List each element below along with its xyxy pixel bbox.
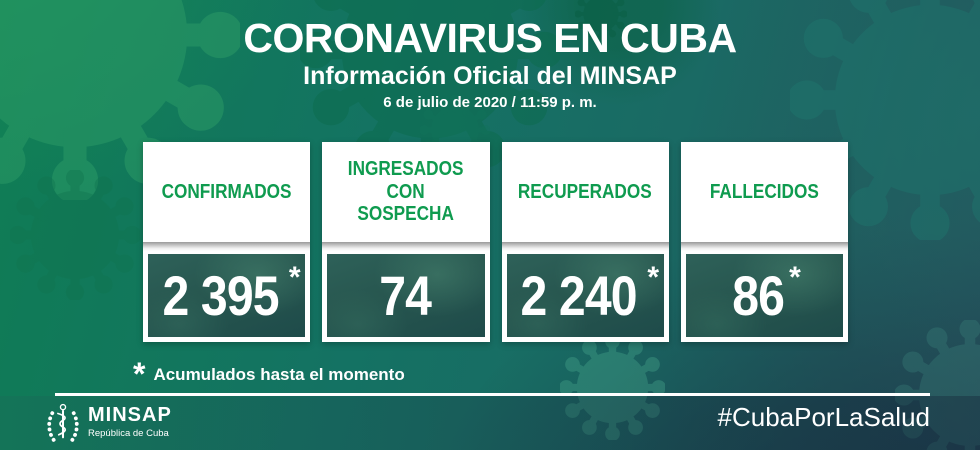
card-curl-shadow — [322, 242, 490, 251]
page-subtitle: Información Oficial del MINSAP — [303, 62, 677, 91]
logo-texts: MINSAP República de Cuba — [88, 405, 172, 439]
stat-value: 2 395 — [162, 264, 279, 327]
card-curl-shadow — [680, 242, 848, 251]
report-date: 6 de julio de 2020 / 11:59 p. m. — [383, 94, 597, 112]
logo-subtitle: República de Cuba — [88, 428, 169, 439]
stat-card-value-box: 2 240 * — [506, 254, 664, 337]
minsap-emblem-icon — [47, 403, 79, 442]
stat-card-label: INGRESADOS CON SOSPECHA — [322, 142, 489, 242]
footer-band — [0, 396, 980, 450]
stat-card-value-box: 74 — [327, 254, 485, 337]
stat-card-label-text: INGRESADOS CON SOSPECHA — [348, 158, 464, 226]
stat-card-confirmados: CONFIRMADOS 2 395 * — [143, 142, 311, 342]
card-curl-shadow — [501, 242, 669, 251]
header: CORONAVIRUS EN CUBA Información Oficial … — [0, 16, 980, 111]
stat-value: 74 — [379, 264, 432, 327]
footnote: * Acumulados hasta el momento — [133, 358, 405, 390]
footnote-text: Acumulados hasta el momento — [153, 365, 405, 384]
stat-value: 86 — [732, 264, 785, 327]
logo-title: MINSAP — [88, 404, 172, 426]
minsap-logo: MINSAP República de Cuba — [46, 400, 172, 444]
stat-card-label-text: FALLECIDOS — [709, 180, 819, 203]
stat-card-recuperados: RECUPERADOS 2 240 * — [501, 142, 669, 342]
stat-card-label-text: RECUPERADOS — [518, 180, 653, 203]
campaign-hashtag: #CubaPorLaSalud — [717, 402, 931, 432]
card-curl-shadow — [143, 242, 311, 251]
stat-value: 2 240 — [520, 264, 638, 327]
page-title: CORONAVIRUS EN CUBA — [243, 15, 737, 61]
stat-card-label: RECUPERADOS — [502, 142, 669, 242]
stat-card-label: CONFIRMADOS — [143, 142, 310, 242]
stat-card-value-box: 86 * — [685, 254, 843, 337]
footnote-asterisk: * — [133, 356, 146, 392]
stat-card-label: FALLECIDOS — [681, 142, 848, 242]
divider-line — [55, 393, 930, 396]
stat-card-value-box: 2 395 * — [148, 254, 306, 337]
stat-card-label-text: CONFIRMADOS — [161, 180, 292, 203]
stat-cards-row: CONFIRMADOS 2 395 * INGRESADOS CON SOSPEC… — [143, 142, 848, 342]
stat-card-fallecidos: FALLECIDOS 86 * — [680, 142, 848, 342]
stat-card-ingresados: INGRESADOS CON SOSPECHA 74 — [322, 142, 490, 342]
virus-particle-icon — [10, 170, 140, 300]
